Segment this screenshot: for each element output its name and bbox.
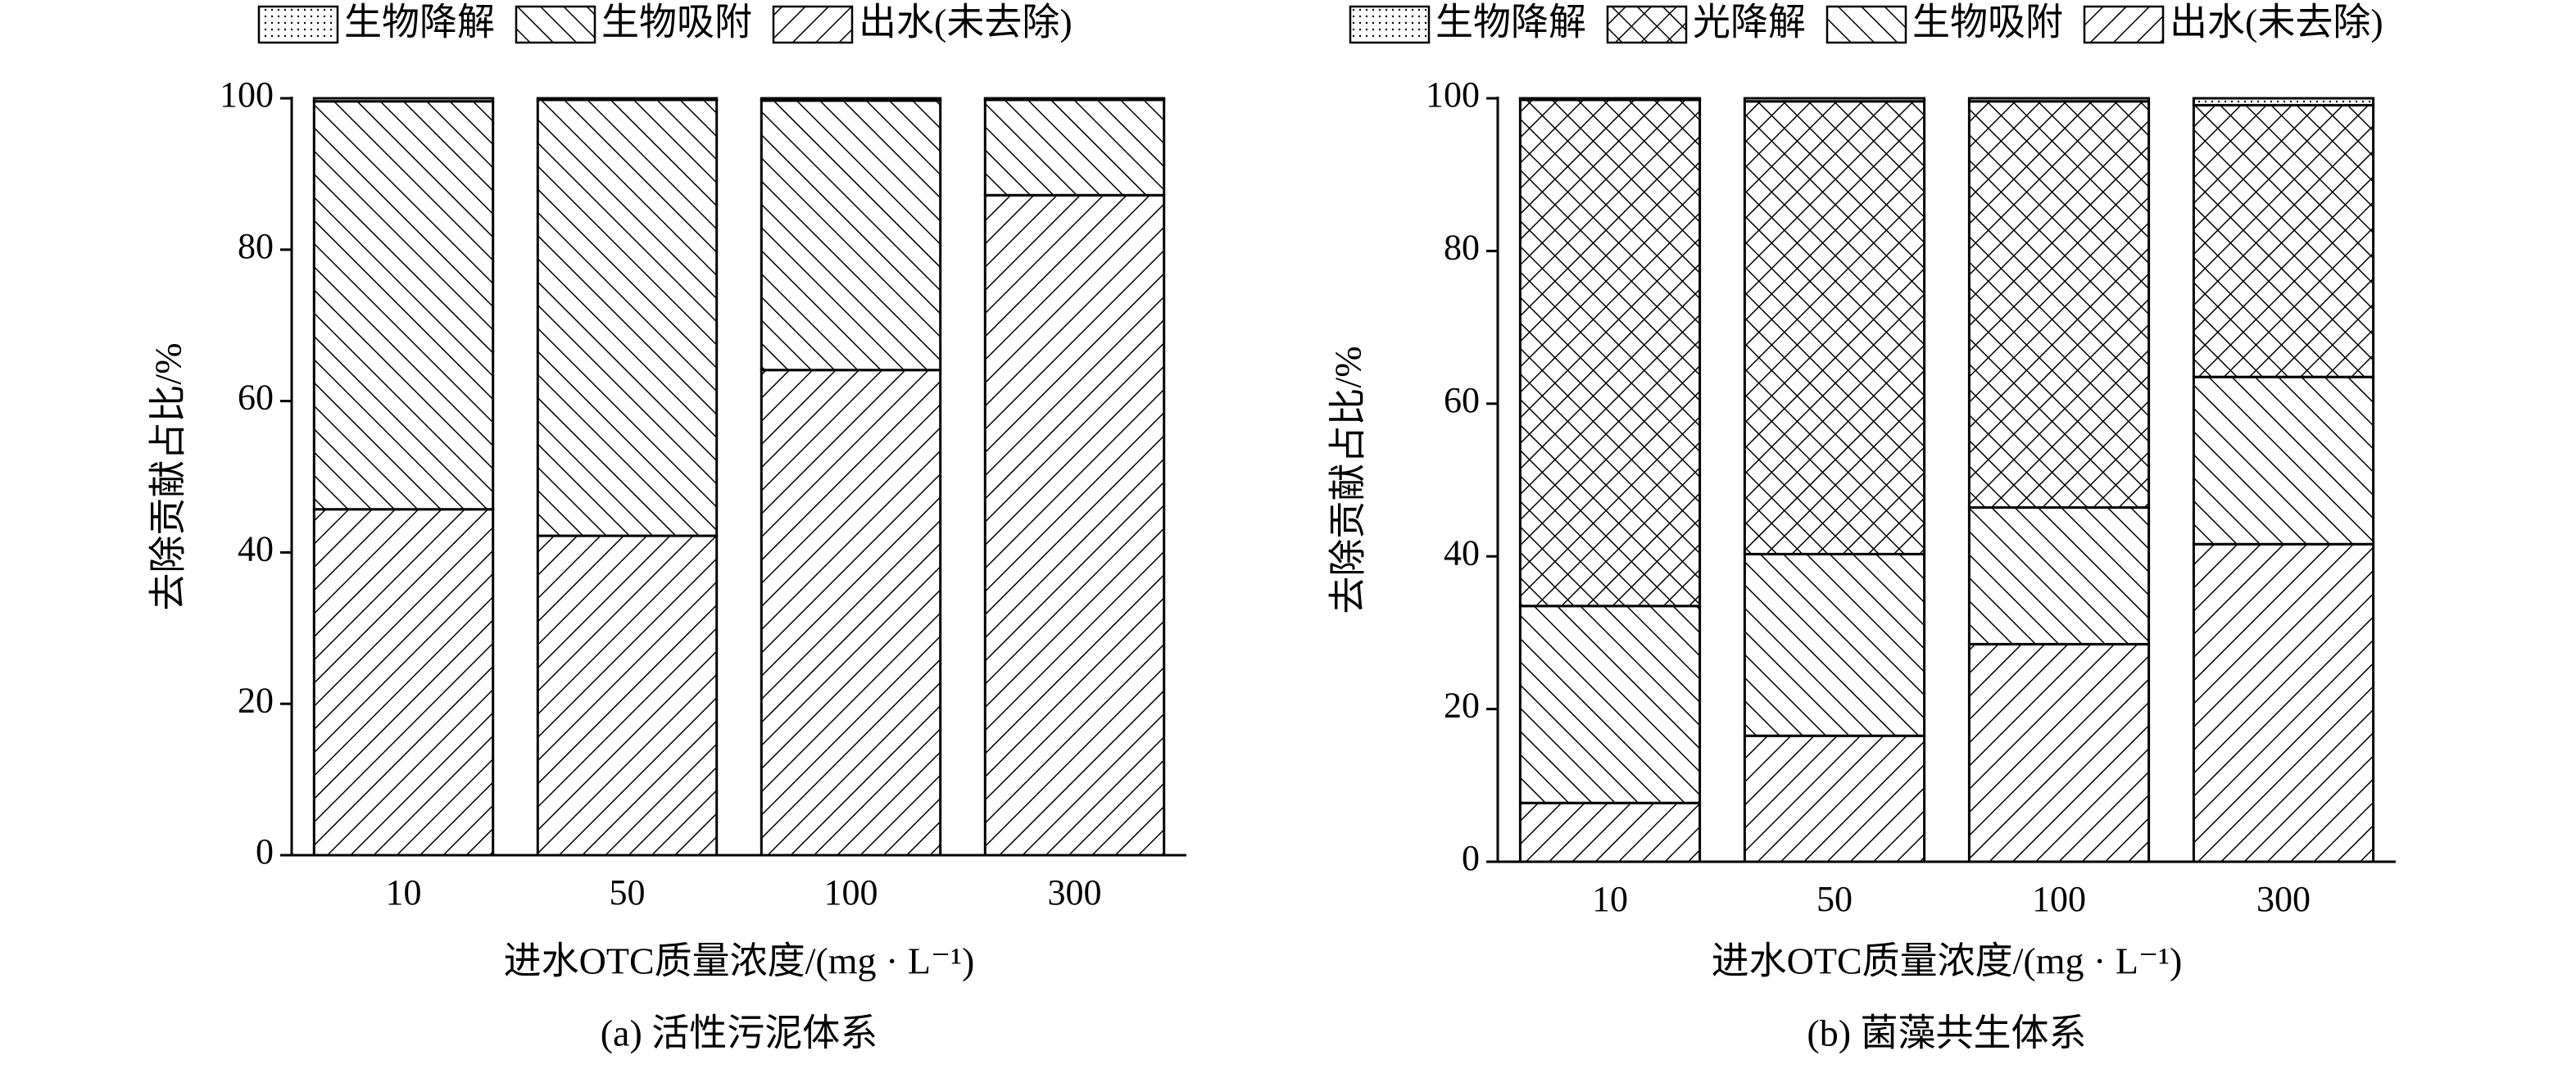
bar-segment (983, 97, 1166, 102)
bar-segment (1967, 100, 2151, 510)
y-tick-label: 40 (238, 528, 274, 568)
y-axis-label: 去除贡献占比/% (1327, 346, 1369, 614)
y-tick-label: 20 (1444, 686, 1480, 726)
x-tick-label: 50 (610, 872, 646, 913)
legend-swatch (1606, 5, 1688, 44)
x-tick-label: 10 (386, 872, 422, 913)
y-tick-label: 60 (1444, 380, 1480, 420)
bar-segment (1518, 801, 1702, 863)
legend-label: 出水(未去除) (859, 2, 1073, 43)
bar-segment (1518, 98, 1702, 608)
legend-swatch (772, 5, 854, 44)
bar-segment (2192, 97, 2375, 106)
bar-segment (1518, 97, 1702, 102)
legend-swatch (1825, 5, 1907, 44)
y-tick-label: 0 (256, 831, 274, 872)
bar-segment (312, 100, 495, 511)
bar-segment (536, 97, 719, 102)
bar-segment (983, 193, 1166, 857)
bar-segment (1967, 97, 2151, 103)
legend-swatch (515, 5, 596, 44)
legend-swatch (257, 5, 339, 44)
y-tick-label: 40 (1444, 532, 1480, 573)
bar-segment (2192, 103, 2375, 378)
bar-segment (536, 534, 719, 857)
bar-segment (2192, 542, 2375, 863)
y-tick-label: 80 (1444, 227, 1480, 267)
bar-segment (312, 97, 495, 103)
bar-segment (760, 97, 942, 102)
x-tick-label: 300 (1048, 872, 1102, 913)
bar-segment (983, 98, 1166, 197)
y-tick-label: 100 (220, 75, 274, 115)
caption: (a) 活性污泥体系 (601, 1012, 878, 1054)
x-tick-label: 10 (1592, 879, 1628, 919)
y-axis-label: 去除贡献占比/% (147, 342, 189, 610)
legend-label: 出水(未去除) (2170, 2, 2383, 43)
bar-segment (2192, 375, 2375, 546)
x-tick-label: 100 (2032, 879, 2086, 919)
legend-swatch (1349, 5, 1431, 44)
y-tick-label: 100 (1426, 75, 1480, 115)
bar-segment (1743, 734, 1926, 863)
y-tick-label: 0 (1462, 838, 1480, 878)
bar-segment (1967, 642, 2151, 863)
y-tick-label: 80 (238, 226, 274, 266)
bar-segment (1967, 506, 2151, 645)
bar-segment (1743, 552, 1926, 737)
legend-label: 光降解 (1693, 2, 1806, 43)
legend-swatch (2083, 5, 2165, 44)
bar-segment (1743, 100, 1926, 555)
x-tick-label: 100 (824, 872, 878, 913)
x-axis-label: 进水OTC质量浓度/(mg · L⁻¹) (504, 940, 975, 982)
legend-label: 生物吸附 (601, 2, 752, 43)
bar-segment (760, 99, 942, 372)
legend-label: 生物吸附 (1912, 2, 2063, 43)
bar-segment (1518, 605, 1702, 804)
x-axis-label: 进水OTC质量浓度/(mg · L⁻¹) (1712, 940, 2183, 982)
legend-label: 生物降解 (1435, 2, 1586, 43)
bar-segment (536, 98, 719, 537)
x-tick-label: 300 (2256, 879, 2311, 919)
caption: (b) 菌藻共生体系 (1807, 1012, 2086, 1054)
y-tick-label: 20 (238, 680, 274, 720)
bar-segment (1743, 97, 1926, 103)
bar-segment (760, 369, 942, 857)
y-tick-label: 60 (238, 378, 274, 418)
legend-label: 生物降解 (344, 2, 495, 43)
bar-segment (312, 508, 495, 857)
x-tick-label: 50 (1816, 879, 1853, 919)
